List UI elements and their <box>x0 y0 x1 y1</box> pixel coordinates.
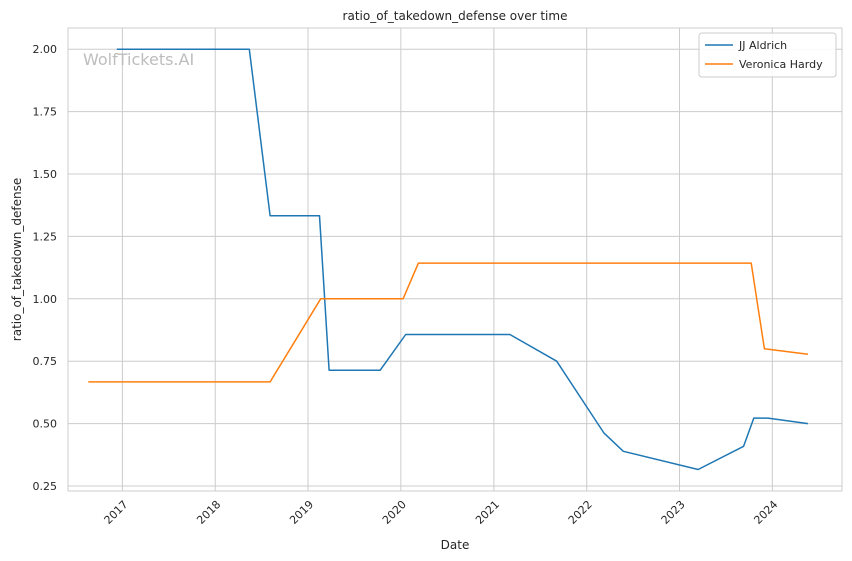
y-tick-label: 1.75 <box>33 106 58 119</box>
y-tick-label: 0.50 <box>33 418 58 431</box>
legend-label-jj-aldrich: JJ Aldrich <box>738 39 787 52</box>
series-line-jj-aldrich <box>116 48 809 471</box>
y-tick-label: 1.25 <box>33 230 58 243</box>
legend-box <box>698 32 837 78</box>
y-tick-label: 0.75 <box>33 355 58 368</box>
y-tick-label: 1.50 <box>33 168 58 181</box>
y-tick-labels: 0.25 0.50 0.75 1.00 1.25 1.50 1.75 2.00 <box>33 43 58 493</box>
y-tick-label: 0.25 <box>33 480 58 493</box>
watermark-text: WolfTickets.AI <box>83 50 194 69</box>
y-tick-label: 2.00 <box>33 43 58 56</box>
series-layer <box>88 48 809 471</box>
legend: JJ Aldrich Veronica Hardy <box>698 32 837 78</box>
y-tick-label: 1.00 <box>33 293 58 306</box>
chart-title: ratio_of_takedown_defense over time <box>343 9 568 23</box>
series-line-veronica-hardy <box>88 262 808 383</box>
y-axis-label: ratio_of_takedown_defense <box>10 178 24 341</box>
grid-layer <box>68 28 842 491</box>
legend-label-veronica-hardy: Veronica Hardy <box>739 58 823 71</box>
x-axis-label: Date <box>441 538 470 552</box>
plot-frame <box>67 27 843 492</box>
